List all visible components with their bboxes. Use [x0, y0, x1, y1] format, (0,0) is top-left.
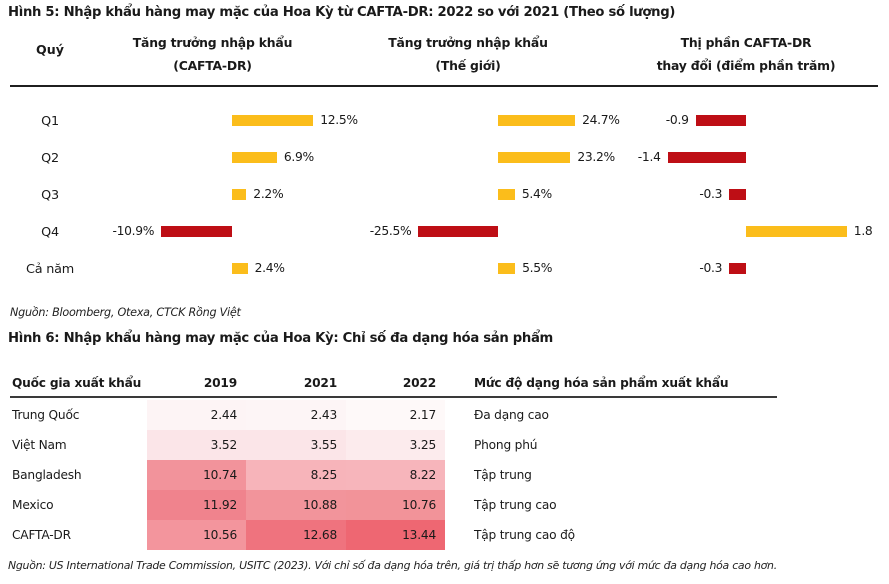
value-label-cafta-dr-q3: 2.2% [253, 187, 284, 201]
bar-world-q3 [498, 189, 515, 200]
table-cell-mexico-2022: 10.76 [346, 490, 445, 520]
fig5-col1-header: Tăng trưởng nhập khẩu (CAFTA-DR) [85, 31, 340, 77]
table-cell-viet-nam-2019: 3.52 [147, 430, 246, 460]
table-row-bangladesh: Bangladesh 10.74 8.25 8.22 Tập trung [0, 460, 889, 490]
table-cell-status-cafta-dr: Tập trung cao độ [474, 528, 575, 542]
table-row-trung-quoc: Trung Quốc 2.44 2.43 2.17 Đa dạng cao [0, 400, 889, 430]
fig5-col1-header-line2: (CAFTA-DR) [173, 58, 252, 73]
table-cell-status-viet-nam: Phong phú [474, 438, 538, 452]
value-label-world-q3: 5.4% [521, 187, 552, 201]
bar-market-share-q2 [667, 152, 746, 163]
bar-world-q2 [498, 152, 571, 163]
bar-cafta-dr-q2 [232, 152, 277, 163]
value-label-cafta-dr-q1: 12.5% [320, 113, 358, 127]
table-cell-trung-quoc-2019: 2.44 [147, 400, 246, 430]
fig5-title: Hình 5: Nhập khẩu hàng may mặc của Hoa K… [8, 5, 676, 20]
fig5-col2-header: Tăng trưởng nhập khẩu (Thế giới) [340, 31, 596, 77]
fig5-col2-header-line2: (Thế giới) [435, 58, 501, 73]
table-cell-country-bangladesh: Bangladesh [12, 468, 82, 482]
bar-market-share-q1 [695, 115, 746, 126]
table-cell-country-trung-quoc: Trung Quốc [12, 408, 80, 422]
fig6-header-2022: 2022 [402, 376, 436, 390]
table-cell-country-mexico: Mexico [12, 498, 54, 512]
fig6-header-2019: 2019 [203, 376, 237, 390]
fig6-header-country: Quốc gia xuất khẩu [12, 376, 142, 390]
chart-panel-world: 24.7% 23.2% 5.4% -25.5% 5.5% [360, 103, 620, 288]
chart-panel-cafta-dr: 12.5% 6.9% 2.2% -10.9% 2.4% [90, 103, 360, 288]
table-cell-status-mexico: Tập trung cao [474, 498, 557, 512]
category-label-q2: Q2 [41, 151, 59, 166]
fig5-bar-chart: Q1 Q2 Q3 Q4 Cả năm 12.5% 6.9% 2.2% -10.9% 2.4% 24.… [10, 103, 879, 288]
value-label-world-ca-nam: 5.5% [522, 261, 553, 275]
fig6-header-status: Mức độ dạng hóa sản phẩm xuất khẩu [474, 376, 729, 390]
bar-market-share-ca-nam [729, 263, 746, 274]
bar-market-share-q4 [746, 226, 847, 237]
bar-world-q1 [498, 115, 576, 126]
fig5-col3-header-line2: thay đổi (điểm phần trăm) [656, 58, 836, 73]
fig5-header-divider [10, 85, 878, 87]
fig6-header-2021: 2021 [303, 376, 337, 390]
table-cell-cafta-dr-2019: 10.56 [147, 520, 246, 550]
table-cell-mexico-2021: 10.88 [246, 490, 346, 520]
table-cell-viet-nam-2021: 3.55 [246, 430, 346, 460]
table-cell-status-trung-quoc: Đa dạng cao [474, 408, 549, 422]
bar-world-ca-nam [498, 263, 516, 274]
bar-cafta-dr-ca-nam [232, 263, 248, 274]
fig5-col3-header-line1: Thị phần CAFTA-DR [680, 35, 812, 50]
fig6-diversification-table: Trung Quốc 2.44 2.43 2.17 Đa dạng cao Việt Na… [0, 400, 889, 550]
chart-panel-market-share: -0.9 -1.4 -0.3 1.8 -0.3 [620, 103, 878, 288]
category-label-q4: Q4 [41, 225, 59, 240]
bar-cafta-dr-q3 [232, 189, 247, 200]
table-cell-mexico-2019: 11.92 [147, 490, 246, 520]
table-cell-country-cafta-dr: CAFTA-DR [12, 528, 71, 542]
table-cell-trung-quoc-2021: 2.43 [246, 400, 346, 430]
category-label-q1: Q1 [41, 114, 59, 129]
value-label-world-q4: -25.5% [369, 224, 412, 238]
value-label-market-share-q2: -1.4 [637, 150, 661, 164]
table-row-cafta-dr: CAFTA-DR 10.56 12.68 13.44 Tập trung cao độ [0, 520, 889, 550]
fig6-title: Hình 6: Nhập khẩu hàng may mặc của Hoa K… [8, 331, 554, 346]
table-cell-status-bangladesh: Tập trung [474, 468, 532, 482]
table-row-viet-nam: Việt Nam 3.52 3.55 3.25 Phong phú [0, 430, 889, 460]
fig5-quarter-column-header: Quý [36, 42, 64, 57]
table-cell-bangladesh-2022: 8.22 [346, 460, 445, 490]
value-label-cafta-dr-q4: -10.9% [112, 224, 155, 238]
value-label-cafta-dr-ca-nam: 2.4% [254, 261, 285, 275]
bar-market-share-q3 [729, 189, 746, 200]
value-label-market-share-q1: -0.9 [665, 113, 689, 127]
category-label-ca-nam: Cả năm [25, 262, 75, 277]
table-cell-bangladesh-2021: 8.25 [246, 460, 346, 490]
bar-world-q4 [418, 226, 498, 237]
fig6-header-divider [10, 396, 777, 398]
bar-cafta-dr-q1 [232, 115, 314, 126]
table-cell-bangladesh-2019: 10.74 [147, 460, 246, 490]
table-row-mexico: Mexico 11.92 10.88 10.76 Tập trung cao [0, 490, 889, 520]
value-label-market-share-q4: 1.8 [853, 224, 873, 238]
value-label-market-share-q3: -0.3 [699, 187, 723, 201]
fig5-col2-header-line1: Tăng trưởng nhập khẩu [388, 35, 548, 50]
value-label-world-q2: 23.2% [577, 150, 615, 164]
fig6-source-note: Nguồn: US International Trade Commission… [8, 559, 777, 572]
table-cell-trung-quoc-2022: 2.17 [346, 400, 445, 430]
table-cell-cafta-dr-2021: 12.68 [246, 520, 346, 550]
category-label-q3: Q3 [41, 188, 59, 203]
table-cell-country-viet-nam: Việt Nam [12, 438, 67, 452]
value-label-market-share-ca-nam: -0.3 [699, 261, 723, 275]
fig5-col1-header-line1: Tăng trưởng nhập khẩu [132, 35, 293, 50]
value-label-world-q1: 24.7% [582, 113, 620, 127]
fig5-source-note: Nguồn: Bloomberg, Otexa, CTCK Rồng Việt [10, 306, 241, 319]
value-label-cafta-dr-q2: 6.9% [283, 150, 314, 164]
table-cell-viet-nam-2022: 3.25 [346, 430, 445, 460]
bar-cafta-dr-q4 [161, 226, 232, 237]
table-cell-cafta-dr-2022: 13.44 [346, 520, 445, 550]
fig5-col3-header: Thị phần CAFTA-DR thay đổi (điểm phần tr… [615, 31, 877, 77]
